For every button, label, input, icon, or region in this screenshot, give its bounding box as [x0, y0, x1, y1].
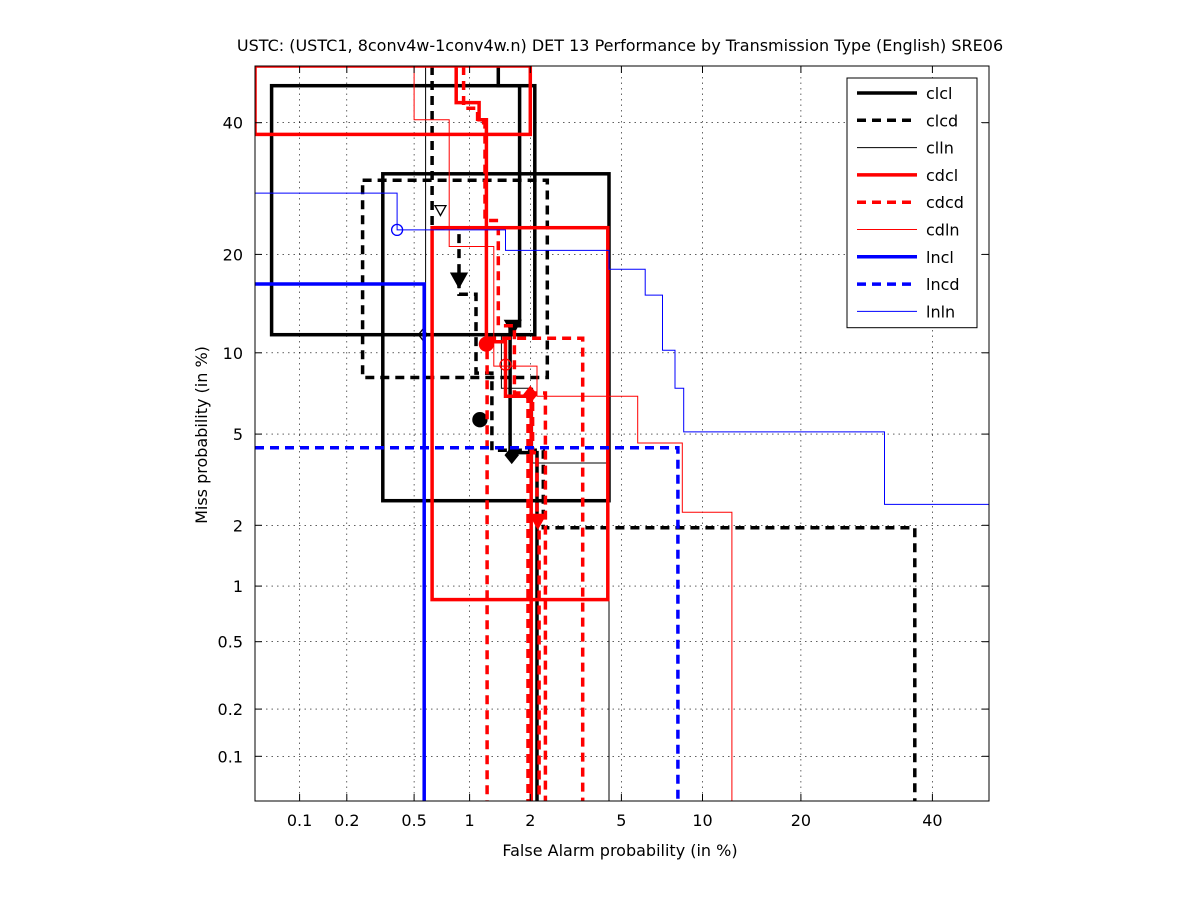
- confidence-box-cdcd: [485, 336, 585, 801]
- x-tick-label: 10: [692, 811, 712, 830]
- chart-title: USTC: (USTC1, 8conv4w-1conv4w.n) DET 13 …: [237, 36, 1003, 55]
- y-tick-label: 0.1: [218, 747, 243, 766]
- plot-clipped-group: [255, 66, 989, 801]
- x-tick-label: 0.2: [334, 811, 359, 830]
- y-tick-label: 1: [233, 577, 243, 596]
- y-tick-label: 10: [223, 344, 243, 363]
- y-tick-label: 20: [223, 245, 243, 264]
- series-lnln: [255, 192, 989, 505]
- y-tick-label: 2: [233, 516, 243, 535]
- marker-clcd-circle: [472, 412, 488, 428]
- det-curve-lncl: [255, 282, 426, 801]
- det-curve-lncd: [255, 445, 680, 801]
- y-tick-label: 5: [233, 425, 243, 444]
- det-curve-lnln: [255, 192, 989, 505]
- plot-area: [255, 66, 989, 801]
- marker-clcd-triangle: [449, 272, 469, 289]
- series-lncl: [255, 282, 426, 801]
- x-tick-label: 20: [791, 811, 811, 830]
- y-tick-label: 0.2: [218, 700, 243, 719]
- axis-ticks: 0.1 0.2 0.5 1 2 5 10 20 40 0.1 0.2 0.5 1 2 5 10 20 40: [218, 66, 989, 830]
- det-curve-cdcd: [461, 66, 541, 801]
- legend-label-clln: clln: [926, 139, 954, 158]
- legend-label-clcl: clcl: [926, 84, 952, 103]
- series-cdln: [413, 66, 733, 801]
- x-tick-label: 0.1: [287, 811, 312, 830]
- legend-label-cdln: cdln: [926, 221, 960, 240]
- x-axis-label: False Alarm probability (in %): [502, 841, 737, 860]
- det-curve-cdln: [413, 66, 733, 801]
- confidence-box-cdcl: [430, 225, 610, 602]
- x-tick-label: 5: [616, 811, 626, 830]
- grid-lines: [255, 66, 989, 801]
- legend-label-cdcl: cdcl: [926, 166, 958, 185]
- marker-clln-triangle: [433, 204, 448, 217]
- marker-cdcd-triangle: [528, 513, 547, 531]
- y-axis-label: Miss probability (in %): [192, 346, 211, 524]
- marker-lnln-circle: [390, 223, 404, 237]
- y-tick-label: 40: [223, 114, 243, 133]
- x-tick-label: 0.5: [401, 811, 426, 830]
- legend: clcl clcd clln cdcl cdcd cdln lncl lncd lnln: [846, 77, 978, 329]
- series-cdcl: [255, 66, 610, 801]
- x-tick-label: 1: [465, 811, 475, 830]
- legend-label-cdcd: cdcd: [926, 193, 964, 212]
- marker-cdln-circle: [499, 358, 512, 371]
- confidence-box-cdcl: [255, 66, 533, 137]
- det-curve-clln: [425, 66, 610, 801]
- confidence-box-clcd: [360, 178, 550, 380]
- x-tick-label: 2: [525, 811, 535, 830]
- axes-frame: [254, 65, 990, 802]
- marker-clcd-diamond: [504, 446, 519, 465]
- legend-label-lncd: lncd: [926, 275, 960, 294]
- legend-label-lnln: lnln: [926, 302, 955, 321]
- det-curve-cdcl: [454, 66, 533, 801]
- legend-label-clcd: clcd: [926, 111, 958, 130]
- y-tick-label: 0.5: [218, 633, 243, 652]
- confidence-box-clcl: [269, 83, 537, 337]
- legend-box: [846, 77, 978, 329]
- series-lncd: [255, 445, 680, 801]
- x-tick-label: 40: [922, 811, 942, 830]
- legend-label-lncl: lncl: [926, 248, 954, 267]
